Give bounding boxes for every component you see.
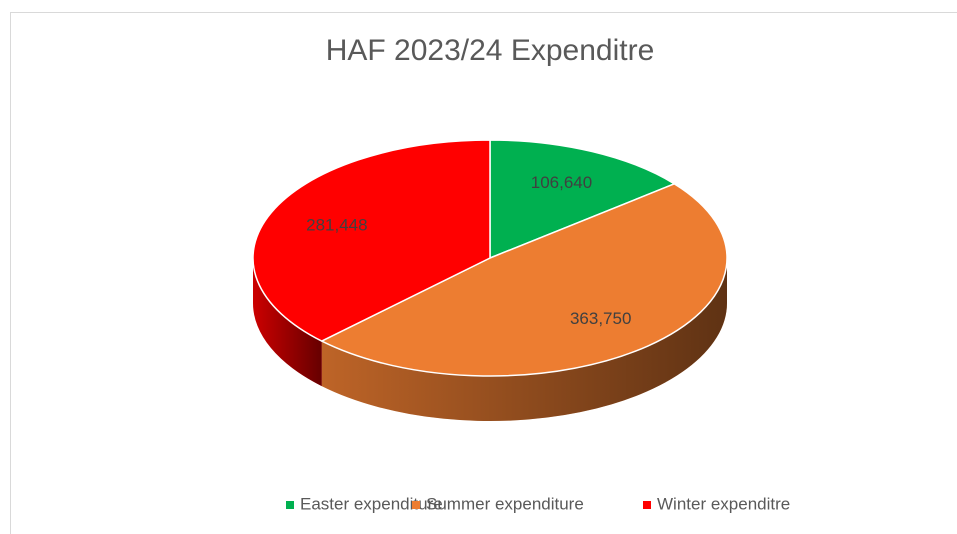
- data-label: 363,750: [570, 309, 631, 328]
- slice: [489, 139, 676, 259]
- legend-label: Winter expenditre: [657, 494, 790, 513]
- slice-side-shade: [253, 258, 322, 387]
- legend-label: Easter expenditure: [300, 494, 443, 513]
- legend-label: Summer expenditure: [426, 494, 584, 513]
- legend-marker: [412, 501, 420, 509]
- legend-marker: [286, 501, 294, 509]
- data-label: 281,448: [306, 216, 367, 235]
- data-label: 106,640: [531, 173, 592, 192]
- chart-title: HAF 2023/24 Expenditre: [326, 34, 655, 67]
- slice: [320, 183, 728, 377]
- legend-marker: [643, 501, 651, 509]
- chart-border: [10, 12, 957, 534]
- slice-side-shade: [321, 258, 727, 422]
- slice: [252, 139, 491, 342]
